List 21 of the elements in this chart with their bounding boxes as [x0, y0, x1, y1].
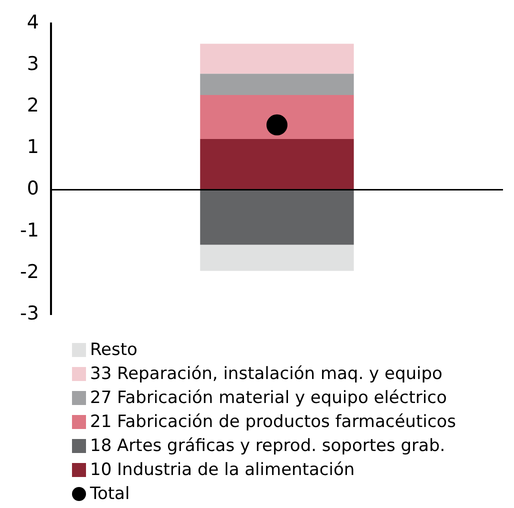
y-tick-label: 1 — [26, 136, 39, 158]
y-tick-label: -3 — [20, 302, 39, 325]
y-tick-label: -2 — [20, 260, 39, 283]
legend-label: 21 Fabricación de productos farmacéuticos — [90, 411, 456, 434]
y-tick-label: 0 — [26, 178, 39, 200]
y-tick-label: 4 — [26, 11, 39, 34]
y-tick-label: -1 — [20, 219, 39, 242]
bar — [200, 74, 354, 95]
bar — [200, 139, 354, 190]
bar — [200, 94, 354, 140]
legend-label: Total — [90, 483, 130, 506]
bar — [200, 44, 354, 74]
legend-label: Resto — [90, 339, 138, 362]
y-tick-label: 3 — [26, 52, 39, 75]
legend-label: 10 Industria de la alimentación — [90, 459, 355, 482]
bar — [200, 190, 354, 245]
y-tick-label: 2 — [26, 94, 39, 117]
legend-label: 33 Reparación, instalación maq. y equipo — [90, 363, 442, 386]
bar — [200, 244, 354, 271]
legend-label: 27 Fabricación material y equipo eléctrico — [90, 387, 447, 410]
legend-label: 18 Artes gráficas y reprod. soportes grab. — [90, 435, 446, 458]
